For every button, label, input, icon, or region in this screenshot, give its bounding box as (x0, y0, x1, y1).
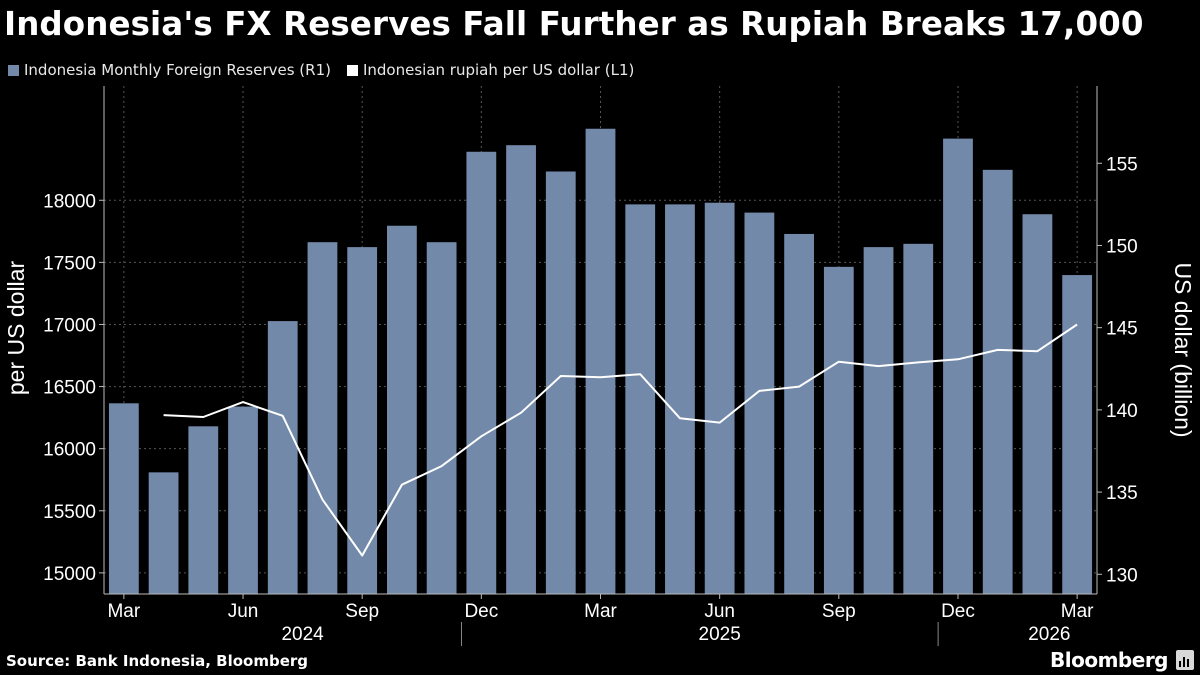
y-left-tick-label: 17500 (43, 253, 96, 274)
legend-label-reserves: Indonesia Monthly Foreign Reserves (R1) (24, 61, 331, 79)
bar-reserves-2024-08 (307, 242, 338, 595)
y-right-tick-label: 145 (1106, 319, 1138, 340)
bar-reserves-2025-05 (665, 204, 695, 594)
y-left-axis-title: per US dollar (3, 261, 29, 396)
bar-reserves-2025-10 (863, 247, 894, 594)
x-month-label: Sep (822, 601, 856, 622)
bar-reserves-2024-12 (466, 151, 497, 595)
legend-item-reserves: Indonesia Monthly Foreign Reserves (R1) (8, 61, 331, 79)
bar-reserves-2024-06 (228, 406, 258, 594)
x-year-label: 2026 (1028, 624, 1070, 645)
bar-reserves-2025-01 (506, 145, 536, 595)
bloomberg-logo: Bloomberg (1050, 648, 1168, 672)
bar-reserves-2026-02 (1022, 214, 1053, 594)
y-left-tick-label: 16500 (43, 378, 96, 399)
bar-reserves-2026-01 (982, 169, 1013, 594)
x-year-label: 2025 (699, 624, 741, 645)
bar-reserves-2024-07 (267, 321, 298, 594)
bar-reserves-2024-03 (108, 403, 139, 594)
bar-reserves-2025-02 (545, 171, 576, 594)
bar-reserves-2025-12 (943, 138, 973, 595)
y-right-tick-label: 155 (1106, 154, 1138, 175)
bar-reserves-2024-05 (188, 426, 219, 594)
y-right-tick-label: 130 (1106, 565, 1138, 586)
bar-reserves-2026-03 (1062, 275, 1093, 594)
bar-reserves-2025-09 (823, 266, 854, 594)
legend-swatch-reserves (8, 64, 19, 76)
y-left-tick-label: 17000 (43, 315, 96, 336)
legend-item-rupiah: Indonesian rupiah per US dollar (L1) (346, 61, 635, 79)
y-left-tick-label: 18000 (43, 191, 96, 212)
y-right-tick-label: 135 (1106, 483, 1138, 504)
bar-reserves-2025-06 (704, 202, 735, 594)
bar-reserves-2024-11 (426, 242, 457, 595)
bar-reserves-2025-08 (784, 233, 814, 594)
bar-reserves-2025-03 (585, 128, 616, 595)
x-month-label: Sep (345, 601, 379, 622)
source-note: Source: Bank Indonesia, Bloomberg (6, 652, 309, 670)
bar-reserves-2024-04 (148, 472, 179, 594)
y-left-tick-label: 15000 (43, 564, 96, 585)
x-month-label: Jun (228, 601, 259, 622)
y-right-axis-title: US dollar (billion) (1170, 262, 1196, 437)
bar-reserves-2024-10 (387, 225, 417, 595)
bar-reserves-2025-07 (744, 212, 775, 594)
x-month-label: Jun (704, 601, 735, 622)
y-left-tick-label: 16000 (43, 440, 96, 461)
bar-reserves-2025-04 (625, 204, 656, 594)
y-left-tick-label: 15500 (43, 502, 96, 523)
x-year-label: 2024 (281, 624, 324, 645)
x-month-label: Mar (584, 601, 617, 622)
chart-title: Indonesia's FX Reserves Fall Further as … (4, 5, 1144, 43)
y-right-tick-label: 150 (1106, 236, 1138, 257)
legend-label-rupiah: Indonesian rupiah per US dollar (L1) (362, 61, 635, 79)
line-rupiah (163, 323, 1078, 557)
x-month-label: Dec (464, 601, 498, 622)
x-month-label: Mar (107, 601, 140, 622)
bar-reserves-2025-11 (903, 243, 934, 594)
legend: Indonesia Monthly Foreign Reserves (R1) … (8, 60, 650, 80)
y-right-tick-label: 140 (1106, 401, 1138, 422)
x-month-label: Dec (941, 601, 975, 622)
x-month-label: Mar (1061, 601, 1094, 622)
legend-swatch-rupiah (346, 64, 358, 76)
bloomberg-terminal-icon (1176, 650, 1194, 670)
